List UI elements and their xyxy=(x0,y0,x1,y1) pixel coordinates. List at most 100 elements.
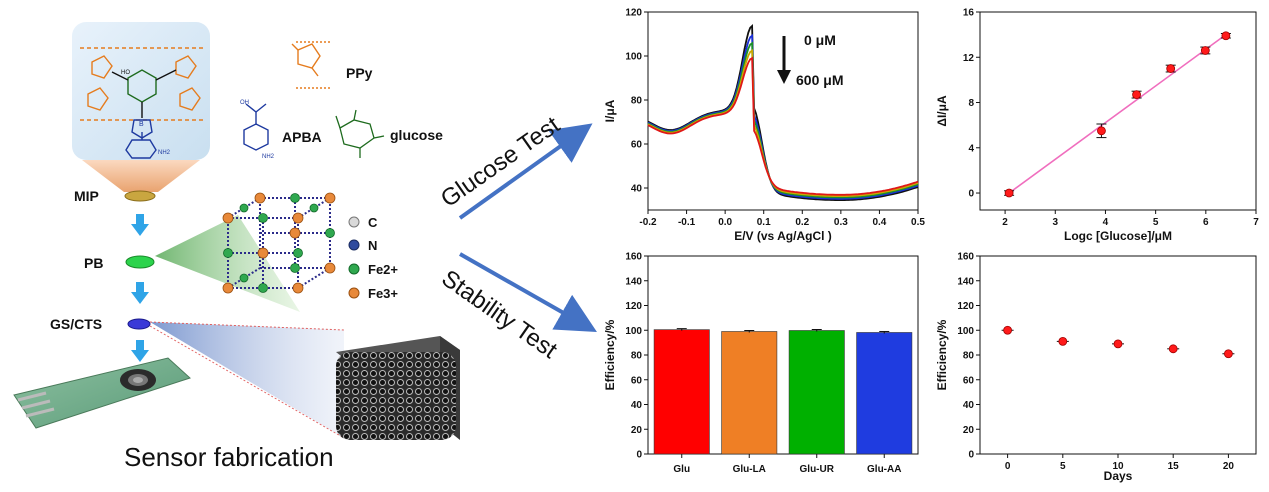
glucose-test-arrow xyxy=(458,123,593,220)
mip-chem-oh: HO xyxy=(121,70,130,76)
y-axis-label: Efficiency/% xyxy=(935,319,949,390)
x-tick-label: 0.2 xyxy=(795,217,809,228)
y-axis-label: Efficiency/% xyxy=(603,319,617,390)
legend-swatch-fe3 xyxy=(348,287,360,299)
glucose-structure-icon xyxy=(335,109,385,158)
x-tick-label: 0 xyxy=(1005,461,1011,472)
legend-label-fe2: Fe2+ xyxy=(368,262,398,277)
legend-label-n: N xyxy=(368,238,377,253)
fabrication-panel: HO B NH2 PPy OH NH2 APBA glucose xyxy=(13,22,460,472)
y-tick-label: 8 xyxy=(968,98,974,109)
category-label: Glu-UR xyxy=(800,464,835,475)
y-tick-label: 20 xyxy=(631,425,643,436)
prussian-blue-lattice xyxy=(222,192,336,294)
y-tick-label: 40 xyxy=(963,400,975,411)
y-tick-label: 16 xyxy=(963,8,975,19)
dpv-chart: 40 60 80 100 120 -0.2 -0.1 0.0 0.1 0.2 0.3 0.4 0.5 E/… xyxy=(603,8,925,244)
y-tick-label: 80 xyxy=(631,351,643,362)
y-tick-label: 80 xyxy=(963,351,975,362)
y-tick-label: 100 xyxy=(957,326,974,337)
apba-label: APBA xyxy=(282,129,322,145)
fit-line xyxy=(1008,33,1227,194)
y-tick-label: 140 xyxy=(957,276,974,287)
selectivity-chart: 0 20 40 60 80 100 120 140 160 Efficiency/% Glu Glu-… xyxy=(603,252,919,475)
ppy-label: PPy xyxy=(346,65,373,81)
y-tick-label: 12 xyxy=(963,53,975,64)
screen-printed-electrode xyxy=(13,357,191,429)
gs-cts-step-disc xyxy=(127,318,151,330)
data-point xyxy=(1097,126,1106,136)
stability-chart: 0 20 40 60 80 100 120 140 160 0 5 10 15 20 Efficiency/… xyxy=(935,252,1257,483)
y-tick-label: 60 xyxy=(631,140,643,151)
data-point xyxy=(1113,339,1123,349)
annotation-0um: 0 μM xyxy=(804,32,836,48)
x-tick-label: 2 xyxy=(1002,217,1008,228)
mip-step-disc xyxy=(124,190,156,202)
y-tick-label: 120 xyxy=(625,8,642,19)
x-tick-label: 0.4 xyxy=(872,217,886,228)
gs-cts-step-label: GS/CTS xyxy=(50,316,102,332)
legend-label-fe3: Fe3+ xyxy=(368,286,398,301)
pb-step-disc xyxy=(125,255,155,269)
y-tick-label: 160 xyxy=(625,252,642,263)
mip-step-label: MIP xyxy=(74,188,99,204)
data-point xyxy=(1003,325,1012,335)
x-tick-label: 20 xyxy=(1223,461,1235,472)
apba-structure-icon xyxy=(243,103,269,151)
category-label: Glu-AA xyxy=(867,464,901,475)
mip-chem-nh2: NH2 xyxy=(158,150,171,156)
x-tick-label: 0.1 xyxy=(757,217,771,228)
y-tick-label: 0 xyxy=(968,189,974,200)
legend-label-c: C xyxy=(368,215,378,230)
x-tick-label: -0.1 xyxy=(678,217,696,228)
x-tick-label: 0.0 xyxy=(718,217,732,228)
bar xyxy=(721,331,778,455)
stability-test-arrow xyxy=(459,252,597,332)
mip-chem-b: B xyxy=(139,121,144,128)
x-tick-label: 5 xyxy=(1153,217,1159,228)
data-point xyxy=(1200,46,1210,55)
y-tick-label: 0 xyxy=(968,450,974,461)
x-tick-label: 7 xyxy=(1253,217,1259,228)
data-point xyxy=(1058,336,1068,346)
y-tick-label: 0 xyxy=(636,450,642,461)
y-tick-label: 40 xyxy=(631,184,643,195)
y-tick-label: 80 xyxy=(631,96,643,107)
y-tick-label: 120 xyxy=(625,301,642,312)
x-tick-label: 4 xyxy=(1103,217,1109,228)
y-tick-label: 20 xyxy=(963,425,975,436)
arrow-down-icon xyxy=(131,340,149,362)
data-point xyxy=(1168,344,1178,354)
data-point xyxy=(1224,349,1233,359)
x-tick-label: 0.5 xyxy=(911,217,925,228)
category-label: Glu xyxy=(673,464,690,475)
y-tick-label: 60 xyxy=(631,375,643,386)
y-tick-label: 140 xyxy=(625,276,642,287)
y-tick-label: 60 xyxy=(963,375,975,386)
gs-zoom-cone xyxy=(150,322,344,438)
data-point xyxy=(1132,90,1141,99)
x-axis-label: E/V (vs Ag/AgCl ) xyxy=(734,229,832,243)
glucose-label: glucose xyxy=(390,127,443,143)
graphene-sponge-block xyxy=(336,336,460,440)
data-point xyxy=(1221,31,1231,41)
apba-chem-nh2: NH2 xyxy=(262,154,275,160)
y-tick-label: 100 xyxy=(625,326,642,337)
x-axis-label: Logc [Glucose]/μM xyxy=(1064,229,1172,243)
arrow-down-icon xyxy=(131,282,149,304)
plot-frame xyxy=(647,11,919,211)
x-tick-label: 10 xyxy=(1112,461,1124,472)
legend-swatch-fe2 xyxy=(348,263,360,275)
y-tick-label: 160 xyxy=(957,252,974,263)
x-tick-label: 5 xyxy=(1060,461,1066,472)
calibration-chart: 0 4 8 12 16 2 3 4 5 6 7 ΔI/μA Logc [Glucose]/μM xyxy=(935,8,1259,244)
dpv-curve-series xyxy=(647,56,919,196)
data-point xyxy=(1004,188,1014,198)
arrow-down-icon xyxy=(131,214,149,236)
plot-frame xyxy=(979,11,1257,211)
x-tick-label: 3 xyxy=(1052,217,1058,228)
x-tick-label: 15 xyxy=(1168,461,1180,472)
mip-zoom-cone xyxy=(82,160,200,192)
y-axis-label: ΔI/μA xyxy=(935,95,949,127)
